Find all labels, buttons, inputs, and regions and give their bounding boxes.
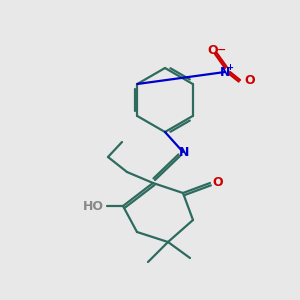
Text: −: − [217, 45, 227, 55]
Text: O: O [213, 176, 223, 188]
Text: O: O [245, 74, 255, 86]
Text: +: + [226, 64, 233, 73]
Text: O: O [208, 44, 218, 58]
Text: N: N [179, 146, 189, 158]
Text: N: N [220, 67, 230, 80]
Text: HO: HO [82, 200, 103, 212]
